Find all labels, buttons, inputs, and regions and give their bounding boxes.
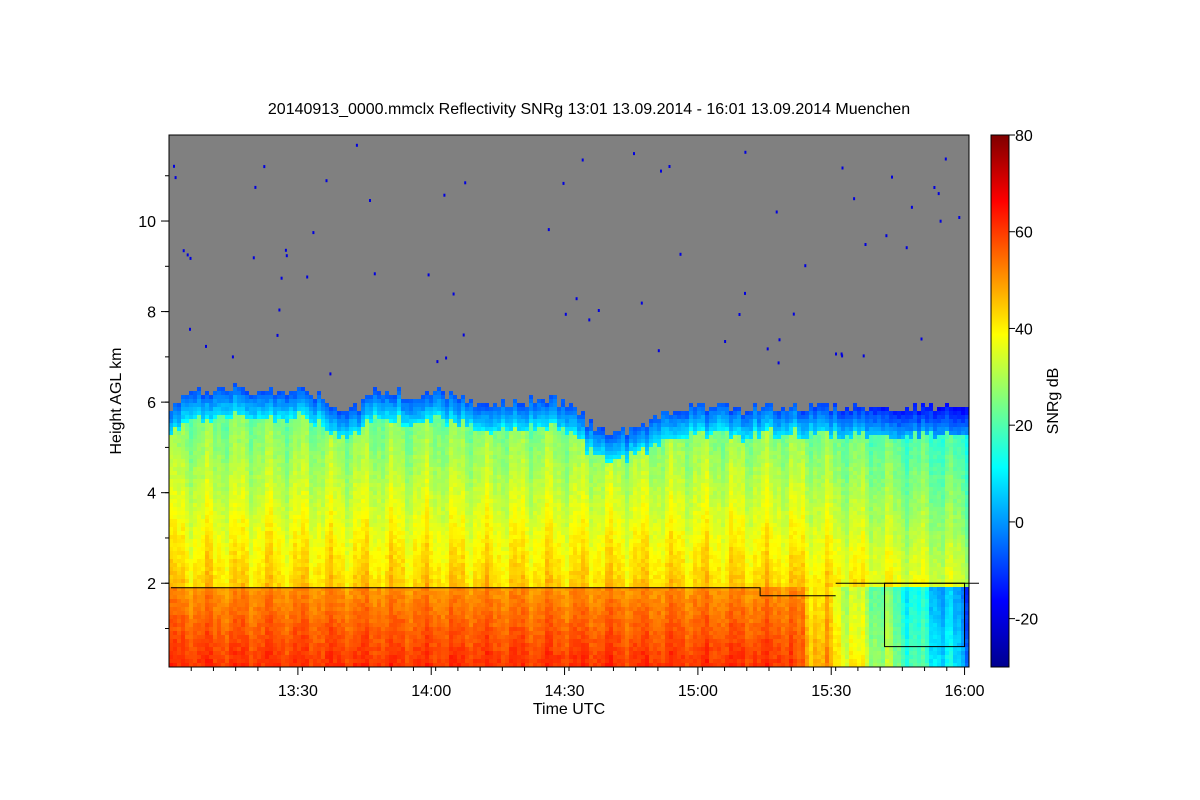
x-tick-label: 14:00 [411, 683, 451, 700]
y-tick-label: 10 [138, 214, 156, 231]
noise-speckles [173, 143, 961, 376]
colorbar: -20 0 20 40 60 80 SNRg dB [990, 128, 1062, 668]
chart-title: 20140913_0000.mmclx Reflectivity SNRg 13… [268, 101, 910, 118]
colorbar-label: SNRg dB [1045, 368, 1062, 435]
x-tick-label: 13:30 [278, 683, 318, 700]
x-axis: 13:30 14:00 14:30 15:00 15:30 16:00 [190, 667, 985, 700]
y-tick-label: 8 [147, 305, 156, 322]
x-axis-label: Time UTC [533, 701, 605, 718]
y-axis: 2 4 6 8 10 [138, 175, 169, 630]
y-axis-label: Height AGL km [108, 347, 125, 454]
colorbar-tick-label: 0 [1015, 515, 1024, 532]
x-tick-label: 14:30 [545, 683, 585, 700]
reflectivity-field [169, 383, 969, 667]
y-tick-label: 6 [147, 395, 156, 412]
x-tick-label: 15:00 [678, 683, 718, 700]
colorbar-gradient [990, 134, 1010, 668]
x-tick-label: 15:30 [811, 683, 851, 700]
colorbar-tick-label: -20 [1015, 612, 1038, 629]
colorbar-ticks: -20 0 20 40 60 80 [1009, 128, 1038, 629]
melting-layer-overlay [171, 582, 979, 648]
y-tick-label: 4 [147, 486, 156, 503]
y-tick-label: 2 [147, 576, 156, 593]
colorbar-tick-label: 60 [1015, 225, 1033, 242]
colorbar-tick-label: 80 [1015, 128, 1033, 145]
x-tick-label: 16:00 [945, 683, 985, 700]
colorbar-tick-label: 20 [1015, 418, 1033, 435]
plot-area [168, 134, 979, 668]
colorbar-tick-label: 40 [1015, 321, 1033, 338]
